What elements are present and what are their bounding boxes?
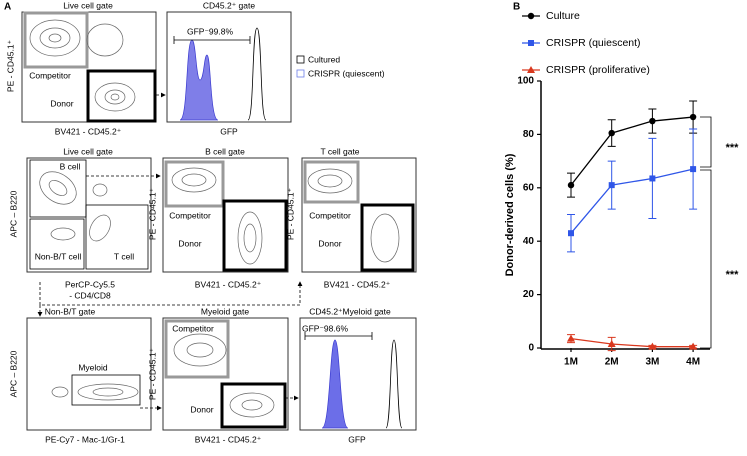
gate-label: Donor: [318, 238, 341, 248]
gate-label: Donor: [178, 238, 201, 248]
y-tick-label: 60: [523, 182, 535, 193]
marker: [527, 66, 535, 73]
x-label: GFP: [348, 434, 366, 444]
y-tick-label: 20: [523, 289, 535, 300]
plot-frame: [299, 317, 417, 431]
marker: [528, 40, 534, 46]
histogram: [247, 27, 267, 121]
gate-label: Competitor: [169, 210, 211, 220]
y-label: PE - CD45.1⁺: [147, 347, 157, 400]
plot-title: Non-B/T gate: [45, 306, 96, 316]
x-label: GFP: [220, 126, 238, 136]
gate-label: GFP⁻99.8%: [187, 26, 234, 36]
plot-frame: [162, 317, 289, 431]
gate-label: GFP⁻98.6%: [302, 323, 349, 333]
gate-label: Competitor: [172, 323, 214, 333]
panel-b: B Donor-derived cells (%) *** *** 0 20 40 6…: [504, 2, 739, 368]
gate: [23, 11, 89, 69]
bracket: [700, 116, 712, 349]
annotation: ***: [726, 269, 740, 281]
gate-label: Donor: [50, 98, 73, 108]
line: [570, 338, 694, 348]
y-label: PE - CD45.1⁺: [285, 187, 295, 240]
plot-frame: [166, 11, 292, 123]
gate-label: Competitor: [29, 70, 71, 80]
marker: [649, 117, 656, 125]
panel-label: A: [4, 2, 11, 13]
marker: [567, 181, 575, 189]
x-label: - CD4/CD8: [69, 290, 111, 300]
gate-label: Myeloid: [78, 362, 108, 372]
marker: [527, 12, 535, 20]
x-tick-label: 4M: [686, 357, 700, 368]
x-tick-label: 2M: [605, 357, 619, 368]
gate-label: B cell: [60, 161, 81, 171]
x-label: BV421 - CD45.2⁺: [55, 126, 122, 136]
y-label: APC – B220: [8, 350, 18, 397]
x-label: BV421 - CD45.2⁺: [195, 279, 262, 289]
line: [570, 168, 694, 234]
y-tick-label: 80: [523, 129, 535, 140]
panel-a: A Live cell gate BV421 - CD45.2⁺ PE - CD…: [4, 0, 417, 444]
x-label: PE-Cy7 - Mac-1/Gr-1: [45, 434, 125, 444]
gate-label: T cell: [114, 251, 134, 261]
gate-label: Competitor: [309, 210, 351, 220]
y-tick-label: 0: [528, 343, 534, 354]
marker: [649, 175, 656, 182]
plot-title: Live cell gate: [63, 146, 113, 156]
x-label: BV421 - CD45.2⁺: [324, 279, 391, 289]
plot-title: CD45.2⁺ gate: [203, 0, 255, 10]
marker: [689, 342, 698, 350]
legend-label: Cultured: [308, 54, 340, 64]
line: [570, 116, 694, 186]
histogram: [179, 39, 219, 121]
y-label: PE - CD45.1⁺: [147, 187, 157, 240]
plot-frame: [301, 157, 417, 273]
plot-frame: [26, 157, 152, 273]
plot-title: B cell gate: [205, 146, 245, 156]
marker: [608, 129, 615, 137]
x-tick-label: 1M: [564, 357, 578, 368]
gate-label: Donor: [190, 404, 213, 414]
y-label: APC – B220: [8, 190, 18, 237]
gate: [86, 69, 157, 123]
plot-title: T cell gate: [320, 146, 359, 156]
legend-label: CRISPR (quiescent): [546, 37, 641, 49]
marker: [689, 113, 697, 121]
annotation: ***: [726, 142, 740, 154]
x-label: PerCP-Cy5.5: [65, 279, 115, 289]
marker: [607, 339, 616, 347]
plot-title: Live cell gate: [63, 0, 113, 10]
legend-label: Culture: [546, 10, 580, 22]
plot-frame: [26, 317, 152, 431]
y-label: Donor-derived cells (%): [504, 153, 516, 276]
x-tick-label: 3M: [645, 357, 659, 368]
x-label: BV421 - CD45.2⁺: [195, 434, 262, 444]
marker: [608, 182, 615, 189]
panel-label: B: [513, 2, 520, 13]
legend-label: CRISPR (proliferative): [546, 64, 650, 76]
plot-frame: [162, 157, 289, 273]
legend-label: CRISPR (quiescent): [308, 68, 385, 78]
gate-label: Non-B/T cell: [35, 251, 82, 261]
plot-title: Myeloid gate: [201, 306, 249, 316]
y-tick-label: 40: [523, 236, 535, 247]
y-label: PE - CD45.1⁺: [5, 39, 15, 92]
marker: [648, 342, 657, 350]
plot-title: CD45.2⁺Myeloid gate: [309, 306, 391, 316]
marker: [567, 334, 575, 342]
marker: [690, 166, 697, 173]
y-tick-label: 100: [517, 76, 534, 87]
marker: [568, 230, 574, 237]
